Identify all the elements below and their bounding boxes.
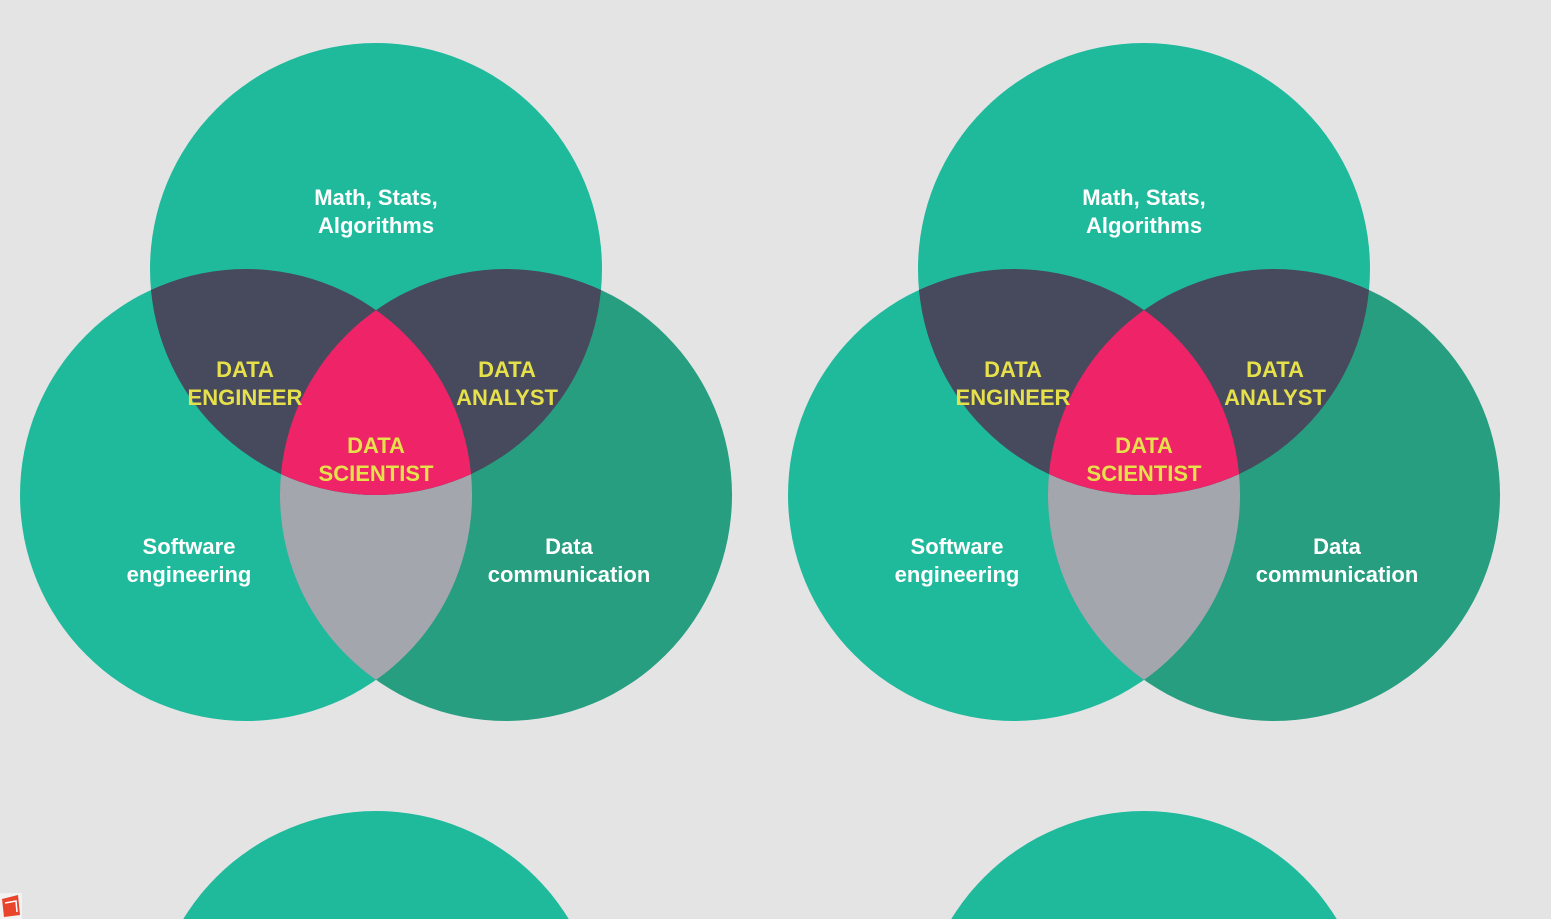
label-data-analyst-line: ANALYST xyxy=(1224,385,1326,410)
label-data-analyst-line: DATA xyxy=(1246,357,1304,382)
label-data-communication-line: communication xyxy=(1256,562,1419,587)
label-data-engineer-line: DATA xyxy=(216,357,274,382)
label-data-analyst-line: ANALYST xyxy=(456,385,558,410)
label-software-engineering-line: Software xyxy=(143,534,236,559)
label-data-scientist: DATA SCIENTIST xyxy=(319,433,434,486)
label-data-communication-line: Data xyxy=(545,534,593,559)
partial-venn-diagram-2 xyxy=(951,811,1337,919)
venn-diagram-2: Math, Stats, Algorithms Software engineerin… xyxy=(788,43,1500,721)
label-data-scientist-line: SCIENTIST xyxy=(1087,461,1202,486)
label-math-stats-algorithms: Math, Stats, Algorithms xyxy=(1082,185,1205,238)
label-data-analyst: DATA ANALYST xyxy=(456,357,558,410)
label-math-stats-algorithms-line: Math, Stats, xyxy=(314,185,437,210)
label-software-engineering: Software engineering xyxy=(127,534,252,587)
label-data-scientist-line: DATA xyxy=(1115,433,1173,458)
label-software-engineering-line: engineering xyxy=(127,562,252,587)
label-data-engineer-line: ENGINEER xyxy=(956,385,1071,410)
label-math-stats-algorithms-line: Algorithms xyxy=(318,213,434,238)
label-math-stats-algorithms: Math, Stats, Algorithms xyxy=(314,185,437,238)
label-data-communication-line: Data xyxy=(1313,534,1361,559)
label-data-communication: Data communication xyxy=(1256,534,1419,587)
circle-math-stats xyxy=(183,811,569,919)
label-software-engineering-line: engineering xyxy=(895,562,1020,587)
label-software-engineering: Software engineering xyxy=(895,534,1020,587)
label-data-engineer: DATA ENGINEER xyxy=(188,357,303,410)
label-data-scientist: DATA SCIENTIST xyxy=(1087,433,1202,486)
label-data-engineer-line: ENGINEER xyxy=(188,385,303,410)
label-data-communication-line: communication xyxy=(488,562,651,587)
label-data-engineer: DATA ENGINEER xyxy=(956,357,1071,410)
overlap-data-scientist xyxy=(1048,269,1240,495)
overlap-data-scientist xyxy=(280,269,472,495)
label-data-scientist-line: SCIENTIST xyxy=(319,461,434,486)
label-data-scientist-line: DATA xyxy=(347,433,405,458)
label-data-analyst: DATA ANALYST xyxy=(1224,357,1326,410)
label-data-engineer-line: DATA xyxy=(984,357,1042,382)
label-software-engineering-line: Software xyxy=(911,534,1004,559)
label-data-communication: Data communication xyxy=(488,534,651,587)
partial-venn-diagram-1 xyxy=(183,811,569,919)
venn-diagram-1: Math, Stats, Algorithms Software engineerin… xyxy=(20,43,732,721)
label-math-stats-algorithms-line: Math, Stats, xyxy=(1082,185,1205,210)
app-badge-icon xyxy=(0,893,22,919)
label-math-stats-algorithms-line: Algorithms xyxy=(1086,213,1202,238)
circle-math-stats xyxy=(951,811,1337,919)
label-data-analyst-line: DATA xyxy=(478,357,536,382)
